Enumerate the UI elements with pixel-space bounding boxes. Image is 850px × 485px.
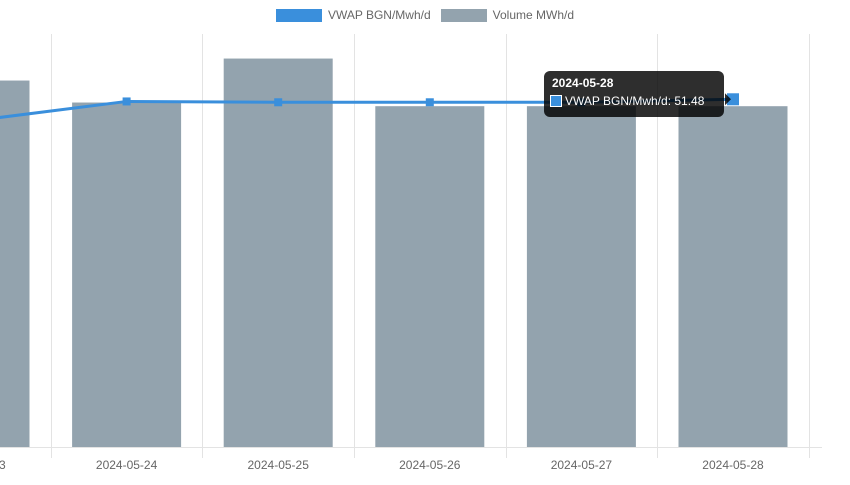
x-tick-label: 2024-05-27 [551, 458, 613, 472]
legend-item-vwap[interactable]: VWAP BGN/Mwh/d [275, 8, 431, 22]
chart-legend: VWAP BGN/Mwh/d Volume MWh/d [0, 8, 850, 22]
point-vwap-2024-05-28[interactable] [727, 93, 739, 106]
bar-volume-2024-05-23[interactable] [0, 80, 30, 447]
bar-volume-2024-05-26[interactable] [375, 106, 485, 448]
bar-volume-2024-05-28[interactable] [678, 106, 788, 448]
tooltip-caret [725, 93, 731, 106]
bar-volume-2024-05-27[interactable] [526, 106, 636, 448]
x-tick-label: 2024-05-25 [248, 458, 310, 472]
point-vwap-2024-05-26[interactable] [425, 98, 434, 107]
tooltip-value: VWAP BGN/Mwh/d: 51.48 [565, 94, 705, 108]
point-vwap-2024-05-24[interactable] [122, 97, 131, 106]
tooltip-title: 2024-05-28 [552, 76, 614, 90]
point-vwap-2024-05-25[interactable] [274, 98, 283, 107]
legend-item-volume[interactable]: Volume MWh/d [440, 8, 575, 22]
tooltip-row: VWAP BGN/Mwh/d: 51.48 [550, 94, 718, 108]
bar-volume-2024-05-24[interactable] [72, 102, 182, 447]
legend-swatch-volume [440, 8, 487, 22]
x-tick-label: 2024-05-28 [702, 458, 764, 472]
legend-label-volume: Volume MWh/d [492, 8, 575, 22]
legend-label-vwap: VWAP BGN/Mwh/d [327, 8, 431, 22]
chart-tooltip: 2024-05-28 VWAP BGN/Mwh/d: 51.48 [544, 71, 724, 117]
x-tick-label: 2024-05-23 [0, 458, 6, 472]
x-tick-label: 2024-05-24 [96, 458, 158, 472]
x-tick-label: 2024-05-26 [399, 458, 461, 472]
legend-swatch-vwap [275, 8, 322, 22]
bar-volume-2024-05-25[interactable] [223, 58, 333, 447]
tooltip-swatch [550, 95, 562, 107]
